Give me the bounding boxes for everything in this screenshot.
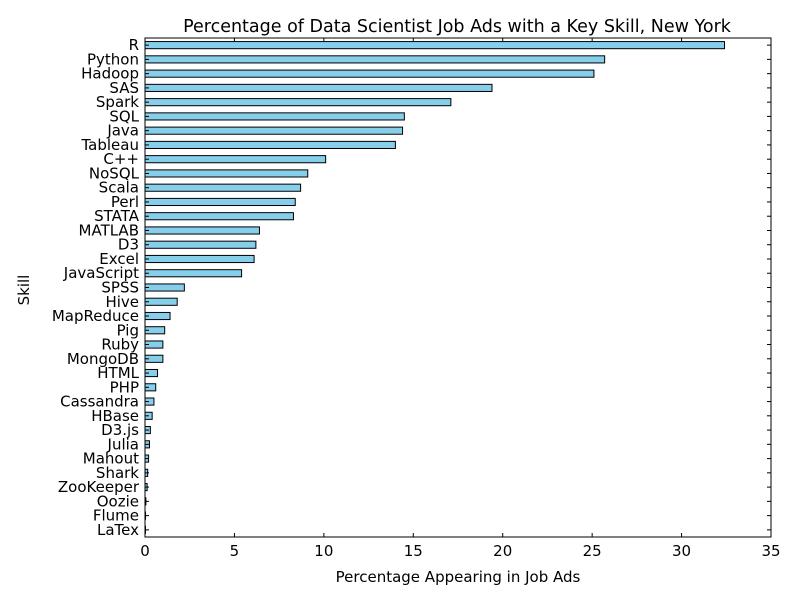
bar-tableau <box>144 140 396 149</box>
x-tick-label-30: 30 <box>672 542 691 560</box>
bar-r <box>144 41 725 50</box>
axis-ticks <box>144 38 772 537</box>
bar-spss <box>144 283 185 292</box>
x-tick-label-15: 15 <box>404 542 423 560</box>
y-tick-label-java: Java <box>106 122 139 140</box>
bar-javascript <box>144 269 243 278</box>
plot-frame <box>144 37 772 538</box>
bar-excel <box>144 254 255 264</box>
bar-java <box>144 126 404 135</box>
y-tick-label-php: PHP <box>110 378 139 396</box>
y-tick-label-sql: SQL <box>109 107 139 125</box>
y-tick-label-cassandra: Cassandra <box>60 393 139 411</box>
chart-title: Percentage of Data Scientist Job Ads wit… <box>183 17 732 37</box>
bar-hive <box>144 297 178 306</box>
tick-labels: RPythonHadoopSASSparkSQLJavaTableauC++No… <box>52 36 781 560</box>
x-tick-label-20: 20 <box>493 542 512 560</box>
y-tick-label-perl: Perl <box>111 193 139 211</box>
y-tick-label-mahout: Mahout <box>83 450 139 468</box>
y-tick-label-pig: Pig <box>117 321 139 339</box>
bar-spark <box>144 98 452 107</box>
y-axis-label: Skill <box>15 275 33 306</box>
y-tick-label-mapreduce: MapReduce <box>52 307 139 325</box>
y-tick-label-d3-js: D3.js <box>101 421 139 439</box>
bar-matlab <box>144 226 260 235</box>
y-tick-label-html: HTML <box>97 364 139 382</box>
bar-perl <box>144 197 296 207</box>
y-tick-label-flume: Flume <box>93 507 139 525</box>
y-tick-label-cplusplus: C++ <box>103 150 139 168</box>
x-tick-label-35: 35 <box>761 542 780 560</box>
y-tick-label-d3: D3 <box>118 236 139 254</box>
x-tick-label-25: 25 <box>583 542 602 560</box>
bar-stata <box>144 212 294 221</box>
x-axis-label: Percentage Appearing in Job Ads <box>336 568 581 586</box>
y-tick-label-ruby: Ruby <box>101 336 139 354</box>
bar-python <box>144 55 606 64</box>
x-tick-label-10: 10 <box>314 542 333 560</box>
y-tick-label-oozie: Oozie <box>97 492 139 510</box>
y-tick-label-spss: SPSS <box>101 279 139 297</box>
x-tick-label-5: 5 <box>230 542 240 560</box>
y-tick-label-shark: Shark <box>96 464 139 482</box>
y-tick-label-tableau: Tableau <box>81 136 140 154</box>
bar-nosql <box>144 169 309 178</box>
bar-sql <box>144 112 405 121</box>
y-tick-label-hadoop: Hadoop <box>81 65 139 83</box>
y-tick-label-latex: LaTex <box>97 521 139 539</box>
y-tick-label-hbase: HBase <box>91 407 139 425</box>
bar-sas <box>144 83 493 92</box>
bar-scala <box>144 183 302 192</box>
y-tick-label-julia: Julia <box>107 435 139 453</box>
bar-hadoop <box>144 69 595 78</box>
y-tick-label-zookeeper: ZooKeeper <box>58 478 140 496</box>
y-tick-label-r: R <box>129 36 139 54</box>
y-tick-label-mongodb: MongoDB <box>67 350 139 368</box>
y-tick-label-javascript: JavaScript <box>63 264 139 282</box>
bars <box>144 41 725 534</box>
y-tick-label-matlab: MATLAB <box>79 221 139 239</box>
y-tick-label-hive: Hive <box>105 293 139 311</box>
bar-cplusplus <box>144 155 327 164</box>
y-tick-label-excel: Excel <box>99 250 139 268</box>
y-tick-label-sas: SAS <box>109 79 139 97</box>
y-tick-label-python: Python <box>87 50 139 68</box>
x-tick-label-0: 0 <box>140 542 150 560</box>
y-tick-label-nosql: NoSQL <box>89 164 140 182</box>
y-tick-label-stata: STATA <box>94 207 140 225</box>
bar-d3 <box>144 240 257 249</box>
y-tick-label-spark: Spark <box>96 93 139 111</box>
y-tick-label-scala: Scala <box>99 179 139 197</box>
